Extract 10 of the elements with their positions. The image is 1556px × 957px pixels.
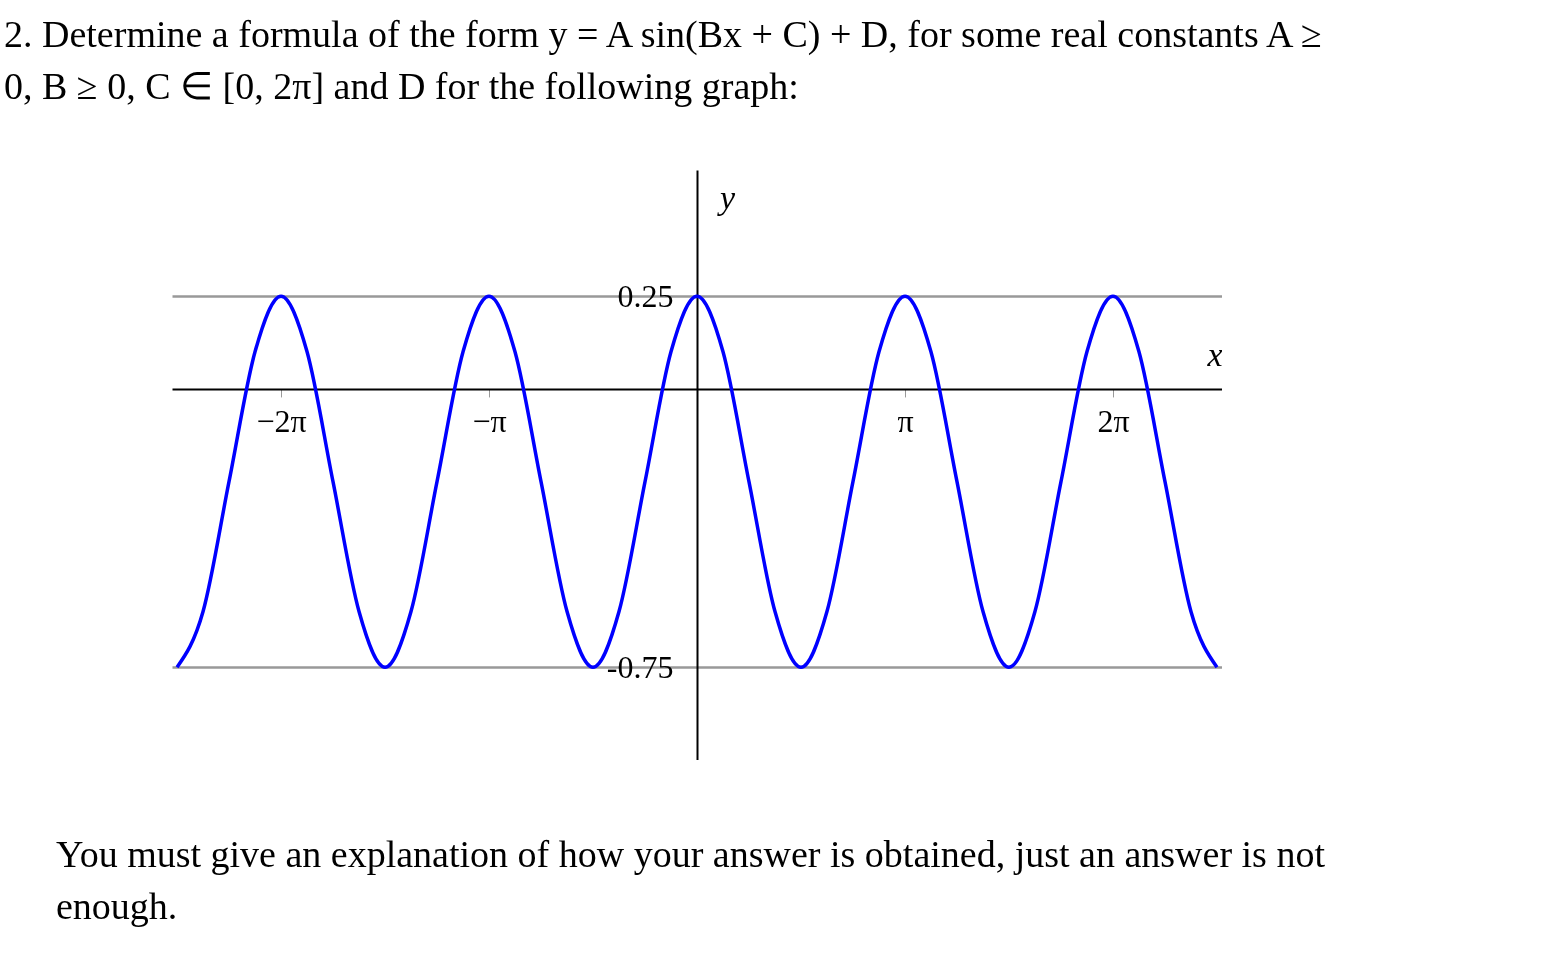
- x-tick-label: 2π: [1097, 403, 1130, 440]
- text: You must give an explanation of how your answer is obtained, just an answer is not enough.: [56, 832, 1326, 929]
- y-tick-label: -0.75: [606, 648, 674, 685]
- y-axis-title: y: [716, 178, 736, 216]
- x-tick-label: −π: [472, 403, 507, 440]
- x-axis-title: x: [1206, 336, 1223, 374]
- x-tick-label: −2π: [256, 403, 307, 440]
- x-tick-label: π: [897, 403, 914, 440]
- y-tick-label: 0.25: [617, 277, 674, 314]
- chart-title: 2. Determine a formula of the form y = A sin(Bx + C) + D, for some real constants A ≥ 0, B ≥ 0, C ∈ [0, 2π] and D for the following graph:: [3, 12, 1323, 109]
